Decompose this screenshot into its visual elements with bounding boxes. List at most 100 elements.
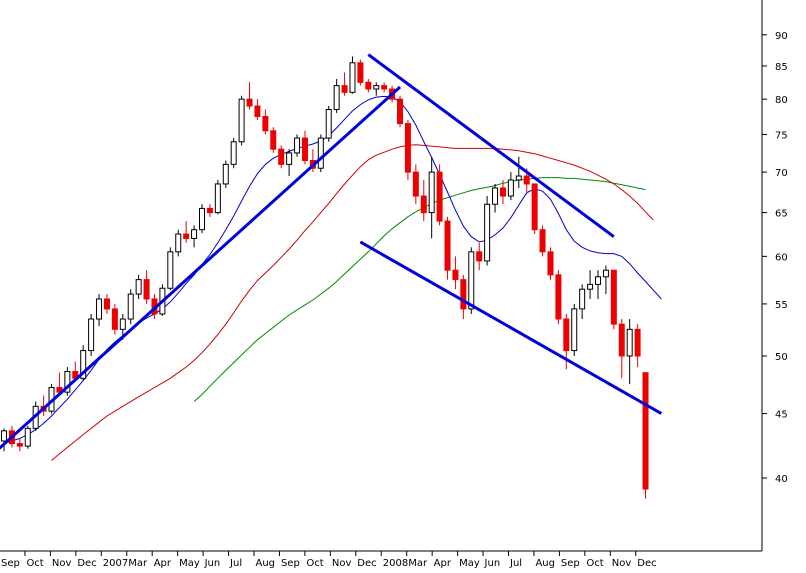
candle-down: [642, 372, 649, 490]
candle-up: [222, 163, 229, 185]
candle-up: [579, 288, 586, 310]
x-tick-label: Sep: [1, 558, 20, 569]
x-tick-label: Aug: [256, 558, 276, 569]
candle-down: [547, 251, 554, 276]
candle-down: [397, 98, 403, 125]
moving-averages: [3, 95, 662, 461]
y-tick-label: 65: [775, 209, 788, 220]
x-tick-label: Oct: [26, 558, 43, 569]
candle-down: [16, 443, 23, 447]
candle-down: [420, 195, 427, 214]
x-tick-label: Apr: [154, 558, 172, 569]
candle-down: [246, 98, 253, 107]
candle-down: [262, 115, 269, 132]
candle-up: [135, 279, 142, 295]
candle-up: [317, 137, 324, 169]
candle-up: [1, 430, 7, 442]
candle-down: [183, 233, 190, 239]
candle-down: [460, 279, 467, 310]
x-tick-label: Jul: [229, 558, 242, 569]
x-tick-label: Mar: [408, 558, 428, 569]
candle-down: [531, 183, 538, 231]
mid-ma-line: [51, 144, 654, 461]
candle-down: [301, 137, 308, 162]
candle-up: [587, 283, 594, 290]
y-tick-label: 80: [775, 95, 788, 106]
candle-up: [468, 251, 475, 310]
y-tick-label: 50: [775, 352, 788, 363]
lower-channel-line: [359, 240, 663, 415]
candle-down: [412, 171, 419, 197]
x-tick-label: Nov: [332, 558, 352, 569]
x-tick-label: Dec: [77, 558, 96, 569]
candle-up: [294, 137, 301, 154]
y-tick-label: 75: [775, 130, 788, 141]
x-tick-label: 2008: [383, 558, 408, 569]
y-tick-label: 45: [775, 410, 788, 421]
x-tick-label: Sep: [281, 558, 300, 569]
candle-down: [404, 123, 411, 173]
candle-up: [492, 187, 499, 205]
candle-up: [428, 171, 435, 214]
short-ma-line: [3, 95, 662, 444]
candle-down: [341, 85, 348, 93]
candle-up: [88, 318, 95, 352]
uptrend-line: [0, 85, 402, 450]
candle-up: [507, 179, 514, 197]
candle-up: [214, 183, 221, 214]
candle-down: [555, 274, 562, 320]
candle-up: [595, 276, 601, 285]
candle-down: [634, 328, 641, 357]
x-tick-label: May: [459, 558, 480, 569]
candle-down: [357, 62, 364, 83]
candle-up: [238, 98, 245, 143]
candles: [1, 56, 649, 499]
x-tick-label: 2007: [103, 558, 128, 569]
y-tick-label: 60: [775, 252, 788, 263]
candle-up: [484, 203, 491, 262]
y-tick-label: 55: [775, 300, 788, 311]
candle-down: [365, 81, 372, 90]
candle-up: [230, 141, 237, 165]
y-tick-label: 90: [775, 31, 788, 42]
candle-up: [571, 308, 578, 352]
candle-down: [539, 229, 546, 253]
candle-up: [349, 62, 356, 93]
x-tick-label: Jul: [509, 558, 522, 569]
trendlines: [0, 53, 663, 450]
candle-down: [254, 105, 261, 117]
candle-down: [103, 298, 110, 310]
x-tick-label: Nov: [612, 558, 632, 569]
candle-down: [618, 323, 625, 357]
candle-down: [499, 187, 506, 197]
candle-down: [206, 207, 213, 214]
y-tick-label: 70: [775, 168, 788, 179]
x-tick-label: Jun: [484, 558, 501, 569]
candle-up: [127, 293, 134, 320]
y-tick-label: 85: [775, 62, 788, 73]
candle-up: [286, 152, 293, 165]
candle-down: [111, 308, 118, 330]
candle-down: [436, 171, 443, 222]
candle-up: [515, 175, 522, 181]
y-tick-label: 40: [775, 474, 788, 485]
candle-down: [143, 279, 150, 300]
x-tick-label: Jun: [204, 558, 221, 569]
candle-up: [24, 427, 31, 447]
candle-up: [373, 85, 380, 90]
candle-down: [610, 269, 617, 325]
x-tick-label: Apr: [434, 558, 452, 569]
candle-down: [444, 220, 451, 271]
x-tick-label: Mar: [128, 558, 148, 569]
candle-up: [199, 207, 205, 231]
candle-down: [278, 148, 285, 165]
candle-up: [626, 328, 633, 357]
candle-up: [191, 229, 198, 239]
candle-down: [563, 318, 570, 352]
candle-down: [270, 130, 277, 150]
candle-down: [476, 251, 483, 262]
candle-up: [119, 318, 126, 330]
